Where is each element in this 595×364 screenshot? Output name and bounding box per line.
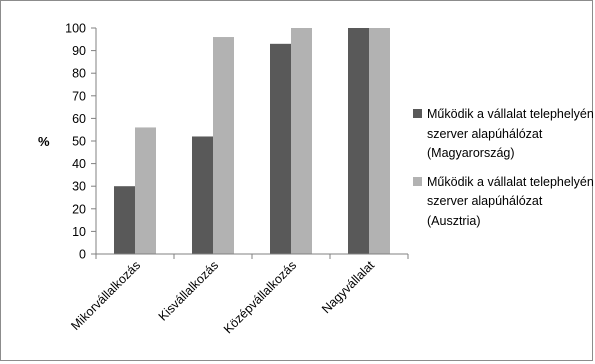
y-tick-label: 30 bbox=[72, 180, 86, 194]
x-tick-label: Középvállalkozás bbox=[221, 258, 299, 336]
axes bbox=[95, 28, 409, 259]
legend-swatch-magyarorszag bbox=[413, 109, 422, 118]
y-tick-label: 40 bbox=[72, 157, 86, 171]
y-tick-label: 20 bbox=[72, 202, 86, 216]
y-tick-label: 60 bbox=[72, 112, 86, 126]
bar-magyarorszag-0 bbox=[114, 186, 135, 254]
legend-swatch-ausztria bbox=[413, 176, 422, 186]
x-tick-label: Kisvállalkozás bbox=[156, 258, 221, 323]
bar-ausztria-1 bbox=[213, 37, 234, 254]
legend-item-ausztria: Működik a vállalat telephelyén szerver a… bbox=[413, 173, 595, 232]
y-axis-ticks: 0 10 20 30 40 50 60 70 80 90 100 bbox=[65, 22, 96, 262]
bar-ausztria-2 bbox=[291, 28, 312, 254]
x-axis-labels: Mikorvállalkozás Kisvállalkozás Középválla… bbox=[68, 258, 377, 337]
bar-ausztria-0 bbox=[135, 127, 156, 254]
y-tick-label: 90 bbox=[72, 44, 86, 58]
bar-ausztria-3 bbox=[369, 28, 390, 254]
y-axis-label: % bbox=[38, 134, 50, 149]
x-tick-label: Nagyvállalat bbox=[319, 258, 377, 316]
legend-label-ausztria: Működik a vállalat telephelyén szerver a… bbox=[427, 174, 594, 228]
y-tick-label: 100 bbox=[65, 22, 86, 36]
y-tick-label: 0 bbox=[79, 248, 86, 262]
y-tick-label: 70 bbox=[72, 89, 86, 103]
y-tick-label: 10 bbox=[72, 225, 86, 239]
y-tick-label: 50 bbox=[72, 135, 86, 149]
legend-item-magyarorszag: Működik a vállalat telephelyén szerver a… bbox=[413, 105, 595, 164]
bars bbox=[114, 28, 390, 254]
bar-magyarorszag-2 bbox=[270, 43, 291, 254]
legend: Működik a vállalat telephelyén szerver a… bbox=[413, 105, 595, 240]
bar-magyarorszag-3 bbox=[348, 28, 369, 254]
legend-label-magyarorszag: Működik a vállalat telephelyén szerver a… bbox=[427, 107, 594, 160]
x-tick-label: Mikorvállalkozás bbox=[68, 258, 143, 333]
bar-magyarorszag-1 bbox=[192, 136, 213, 254]
y-tick-label: 80 bbox=[72, 67, 86, 81]
